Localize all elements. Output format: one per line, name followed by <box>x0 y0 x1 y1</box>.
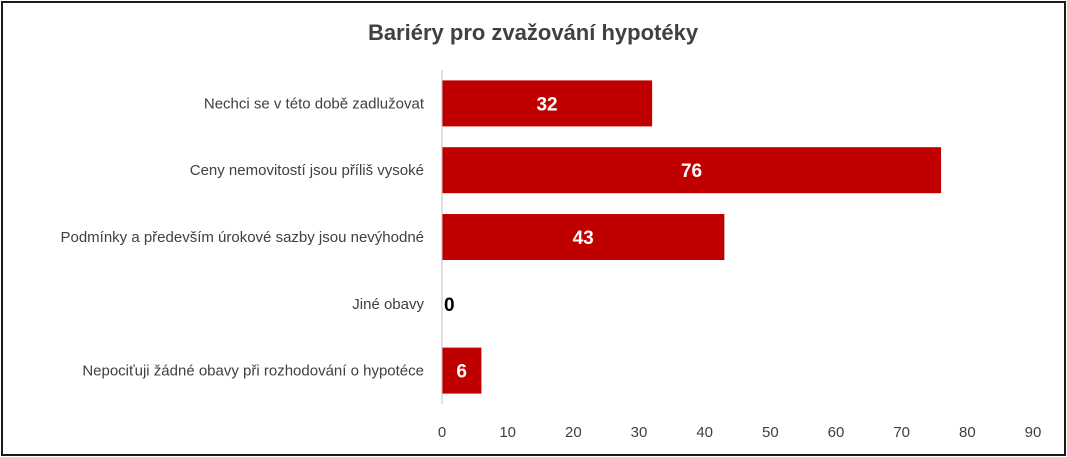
tick-label-4: 40 <box>696 424 713 441</box>
bar-4 <box>442 347 482 394</box>
tick-label-7: 70 <box>893 424 910 441</box>
bar-1 <box>442 147 942 194</box>
category-label-4: Nepociťuji žádné obavy při rozhodování o… <box>82 363 424 380</box>
data-label-3: 0 <box>444 295 455 316</box>
category-label-2: Podmínky a především úrokové sazby jsou … <box>60 229 424 246</box>
bar-0 <box>442 80 653 127</box>
category-label-3: Jiné obavy <box>352 296 424 313</box>
tick-label-0: 0 <box>438 424 446 441</box>
tick-label-5: 50 <box>762 424 779 441</box>
data-label-2: 43 <box>573 228 594 249</box>
chart-title: Bariéry pro zvažování hypotéky <box>368 20 699 45</box>
category-label-0: Nechci se v této době zadlužovat <box>204 95 425 112</box>
data-labels: 32 76 43 0 6 <box>444 94 702 382</box>
data-label-4: 6 <box>456 362 467 383</box>
tick-label-9: 90 <box>1025 424 1042 441</box>
bar-2 <box>442 214 725 260</box>
data-label-1: 76 <box>681 161 702 182</box>
tick-label-2: 20 <box>565 424 582 441</box>
tick-label-1: 10 <box>499 424 516 441</box>
tick-labels: 0 10 20 30 40 50 60 70 80 90 <box>438 424 1042 441</box>
bars-group <box>442 80 942 394</box>
tick-label-3: 30 <box>631 424 648 441</box>
data-label-0: 32 <box>536 94 557 115</box>
category-labels: Nechci se v této době zadlužovat Ceny nem… <box>60 95 424 379</box>
tick-label-8: 80 <box>959 424 976 441</box>
category-label-1: Ceny nemovitostí jsou příliš vysoké <box>190 162 424 179</box>
tick-label-6: 60 <box>828 424 845 441</box>
